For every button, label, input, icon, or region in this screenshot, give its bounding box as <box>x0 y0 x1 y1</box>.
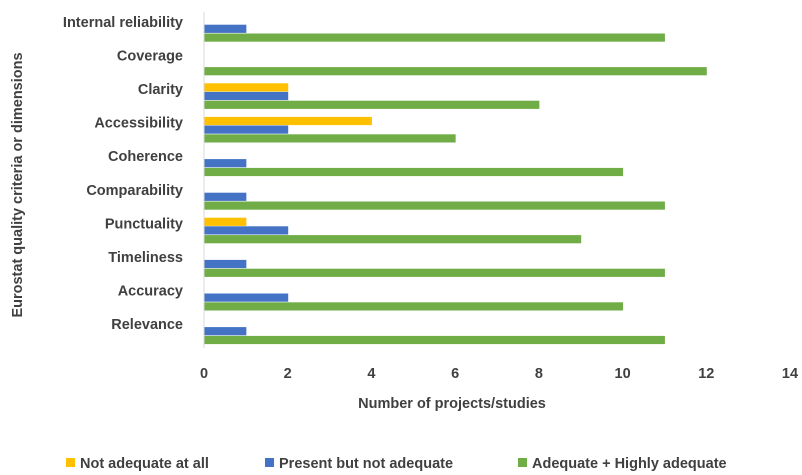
legend-label: Adequate + Highly adequate <box>532 456 727 472</box>
bar-timeliness-present-but-not-adequate <box>204 259 247 269</box>
bar-coverage-adequate-highly-adequate <box>204 67 707 76</box>
legend-item-not-adequate-at-all: Not adequate at all <box>66 456 209 472</box>
bar-punctuality-adequate-highly-adequate <box>204 235 582 244</box>
bar-accessibility-present-but-not-adequate <box>204 125 289 134</box>
legend-item-adequate-highly-adequate: Adequate + Highly adequate <box>518 456 727 472</box>
category-label-punctuality: Punctuality <box>105 216 183 232</box>
x-tick-label: 10 <box>615 366 631 382</box>
legend-label: Not adequate at all <box>80 456 209 472</box>
bars-layer <box>204 24 707 345</box>
legend-swatch <box>265 458 274 467</box>
legend: Not adequate at all Present but not adequ… <box>66 456 727 472</box>
bar-accuracy-adequate-highly-adequate <box>204 302 624 311</box>
bar-coherence-present-but-not-adequate <box>204 159 247 168</box>
category-label-accuracy: Accuracy <box>118 284 183 300</box>
x-tick-label: 14 <box>782 366 798 382</box>
x-tick-label: 4 <box>367 366 375 382</box>
legend-swatch <box>66 458 75 467</box>
category-label-internal-reliability: Internal reliability <box>63 15 183 31</box>
y-axis-title: Eurostat quality criteria or dimensions <box>10 52 26 317</box>
bar-internal-reliability-adequate-highly-adequate <box>204 33 665 42</box>
bar-relevance-adequate-highly-adequate <box>204 335 665 345</box>
bar-accuracy-present-but-not-adequate <box>204 293 289 302</box>
x-tick-label: 2 <box>284 366 292 382</box>
category-label-accessibility: Accessibility <box>94 116 183 132</box>
x-tick-label: 8 <box>535 366 543 382</box>
category-label-relevance: Relevance <box>111 317 183 333</box>
bar-comparability-present-but-not-adequate <box>204 192 247 201</box>
bar-timeliness-adequate-highly-adequate <box>204 268 665 277</box>
category-label-coverage: Coverage <box>117 48 183 64</box>
bar-comparability-adequate-highly-adequate <box>204 201 665 210</box>
bar-clarity-not-adequate-at-all <box>204 83 289 92</box>
bar-coherence-adequate-highly-adequate <box>204 167 624 177</box>
x-axis-title: Number of projects/studies <box>358 396 546 412</box>
category-label-timeliness: Timeliness <box>108 250 183 266</box>
x-tick-label: 12 <box>698 366 714 382</box>
x-tick-label: 0 <box>200 366 208 382</box>
bar-accessibility-adequate-highly-adequate <box>204 134 456 143</box>
bar-accessibility-not-adequate-at-all <box>204 116 372 126</box>
bar-clarity-present-but-not-adequate <box>204 91 289 101</box>
legend-label: Present but not adequate <box>279 456 453 472</box>
legend-swatch <box>518 458 527 467</box>
bar-relevance-present-but-not-adequate <box>204 327 247 336</box>
legend-item-present-but-not-adequate: Present but not adequate <box>265 456 453 472</box>
category-label-comparability: Comparability <box>86 183 183 199</box>
bar-punctuality-present-but-not-adequate <box>204 226 289 235</box>
category-label-coherence: Coherence <box>108 149 183 165</box>
bar-punctuality-not-adequate-at-all <box>204 217 247 226</box>
category-labels: Internal reliability Coverage Clarity Acces… <box>63 15 183 333</box>
x-tick-label: 6 <box>451 366 459 382</box>
x-tick-labels: 0 2 4 6 8 10 12 14 <box>200 366 798 382</box>
bar-clarity-adequate-highly-adequate <box>204 100 540 109</box>
bar-internal-reliability-present-but-not-adequate <box>204 24 247 33</box>
category-label-clarity: Clarity <box>138 82 183 98</box>
